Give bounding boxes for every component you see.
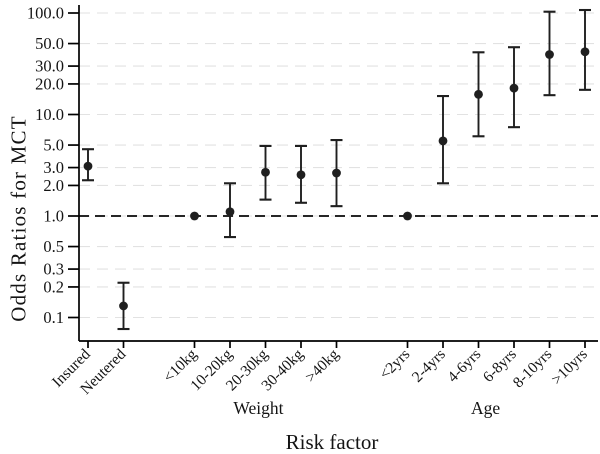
x-tick-label--40kg: >40kg [302,346,342,386]
data-point--10kg [190,211,199,221]
y-tick-label: 100.0 [27,4,64,23]
x-tick-label-4-6yrs: 4-6yrs [444,346,484,386]
data-point-4-6yrs [474,89,483,99]
y-tick-label: 5.0 [43,136,64,155]
y-tick-label: 0.1 [43,308,64,327]
group-label-weight: Weight [233,398,283,418]
group-label-age: Age [471,398,500,418]
y-axis-title: Odds Ratios for MCT [6,115,31,322]
x-tick-label-2-4yrs: 2-4yrs [409,346,449,386]
data-point--10yrs [580,47,590,57]
y-tick-label: 10.0 [35,105,64,124]
data-point-2-4yrs [438,136,448,146]
data-point-6-8yrs [509,83,519,93]
data-point-8-10yrs [545,50,554,59]
x-tick-label--10yrs: >10yrs [548,346,591,389]
y-tick-label: 50.0 [35,34,64,53]
y-tick-label: 3.0 [43,158,64,177]
y-tick-label: 0.2 [43,277,64,296]
y-tick-label: 0.3 [43,260,64,279]
data-point-Insured [83,161,93,171]
data-point--2yrs [403,211,412,221]
y-tick-label: 20.0 [35,74,64,93]
y-tick-label: 2.0 [43,176,64,195]
data-point-Neutered [119,301,128,311]
data-point-30-40kg [296,170,306,180]
x-tick-label--2yrs: <2yrs [376,346,413,383]
y-tick-label: 30.0 [35,57,64,76]
data-point-20-30kg [261,167,270,177]
x-axis-title: Risk factor [285,430,379,454]
y-tick-label: 0.5 [43,237,64,256]
data-point-10-20kg [225,207,235,217]
data-point--40kg [332,168,341,178]
x-tick-label-8-10yrs: 8-10yrs [510,346,556,392]
y-tick-label: 1.0 [43,207,64,226]
